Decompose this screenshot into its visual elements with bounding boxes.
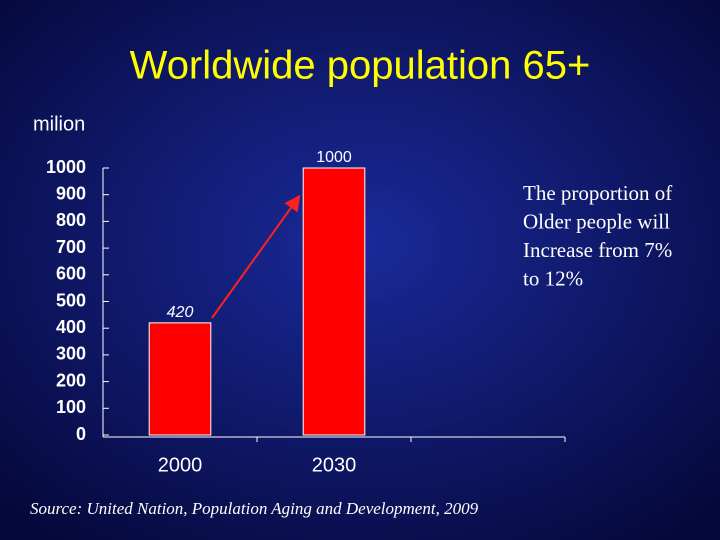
y-tick-label: 100 (56, 397, 86, 417)
arrow (211, 194, 301, 319)
annotation: Increase from 7% (523, 238, 672, 262)
y-tick-label: 400 (56, 317, 86, 337)
data-label: 1000 (316, 149, 352, 166)
y-tick-label: 700 (56, 237, 86, 257)
x-tick-label: 2030 (312, 454, 357, 476)
annotation: The proportion of (523, 181, 672, 205)
y-axis-label: milion (33, 113, 85, 135)
bar (148, 322, 212, 436)
annotation: Older people will (523, 209, 670, 233)
y-tick-label: 800 (56, 210, 86, 230)
y-tick-label: 1000 (46, 157, 86, 177)
x-tick-label: 2000 (158, 454, 203, 476)
annotation: to 12% (523, 266, 583, 290)
chart-title: Worldwide population 65+ (130, 44, 591, 88)
data-label: 420 (167, 304, 194, 321)
bar (302, 167, 366, 436)
y-tick-label: 0 (76, 424, 86, 444)
y-tick-label: 900 (56, 183, 86, 203)
y-tick-label: 300 (56, 344, 86, 364)
y-tick-label: 200 (56, 370, 86, 390)
source: Source: United Nation, Population Aging … (30, 499, 479, 518)
y-tick-label: 500 (56, 290, 86, 310)
y-tick-label: 600 (56, 264, 86, 284)
